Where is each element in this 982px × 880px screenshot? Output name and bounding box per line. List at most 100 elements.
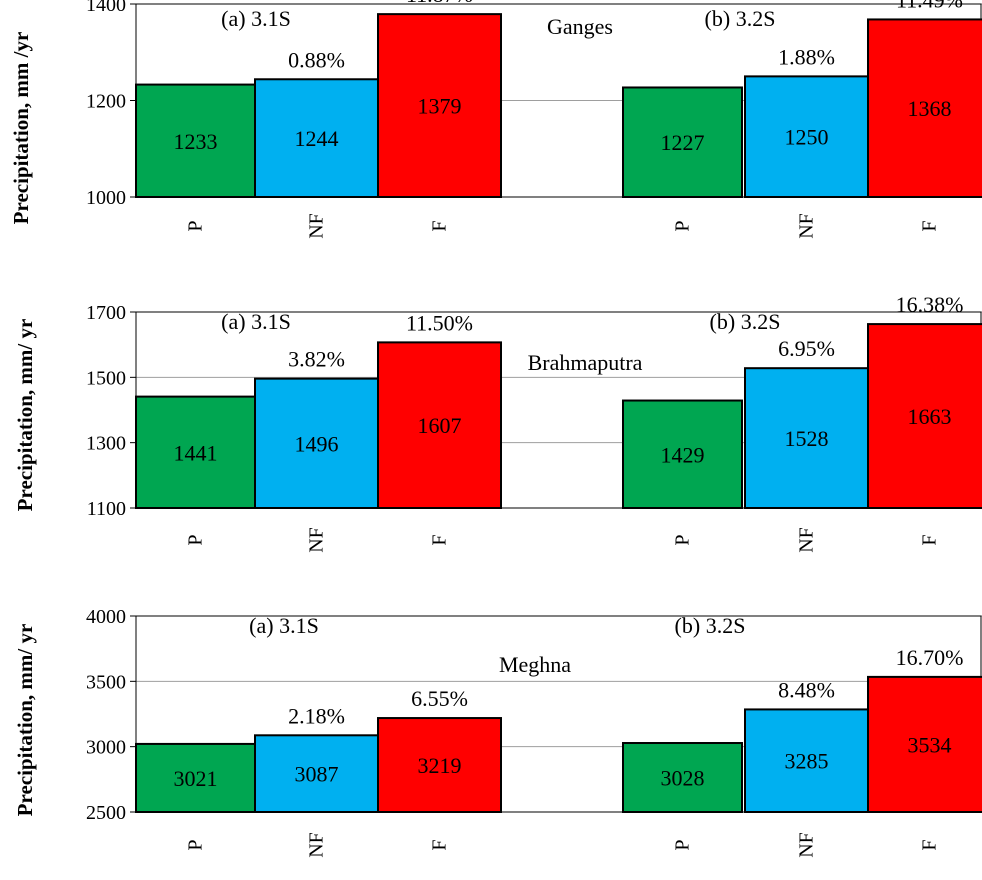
bar-value-label: 1607 xyxy=(418,413,462,438)
bar-group-b: (b) 3.2S 1227 P 1250 1.88% NF 1368 11.49% F xyxy=(622,0,982,239)
bar-value-label: 1528 xyxy=(785,426,829,451)
bar-f xyxy=(377,717,502,813)
bar-p xyxy=(622,742,743,813)
change-label: 6.95% xyxy=(778,336,835,361)
bar-f xyxy=(377,341,502,509)
bar-value-label: 1429 xyxy=(661,442,705,467)
bar-value-label: 1227 xyxy=(661,130,705,155)
group-label: (a) 3.1S xyxy=(221,6,291,31)
y-tick-label: 3500 xyxy=(86,671,126,693)
y-tick-label: 1300 xyxy=(86,433,126,455)
group-label: (a) 3.1S xyxy=(249,613,319,638)
category-label: NF xyxy=(796,832,818,858)
change-label: 16.38% xyxy=(896,292,964,317)
category-label: P xyxy=(672,839,694,850)
bar-f xyxy=(867,323,982,509)
bar-nf xyxy=(744,367,869,510)
bar-group-b: (b) 3.2S 3028 P 3285 8.48% NF 3534 16.70% F xyxy=(622,613,982,858)
category-label: F xyxy=(429,220,451,231)
bar-value-label: 1663 xyxy=(908,404,952,429)
category-label: P xyxy=(672,534,694,545)
bar-nf xyxy=(744,75,869,198)
bar-value-label: 1379 xyxy=(418,94,462,119)
bar-f xyxy=(867,18,982,198)
bar-value-label: 1496 xyxy=(295,431,339,456)
bar-value-label: 1441 xyxy=(174,440,218,465)
bar-f xyxy=(867,675,982,814)
bar-value-label: 3219 xyxy=(418,753,462,778)
bar-f xyxy=(377,13,502,198)
bar-p xyxy=(622,399,743,510)
y-tick-label: 1400 xyxy=(86,0,126,16)
bar-value-label: 3285 xyxy=(785,749,829,774)
bar-value-label: 1250 xyxy=(785,125,829,150)
chart-panel-ganges: 1000 1200 1400 Precipitation, mm /yr Ganges (… xyxy=(9,0,982,239)
bar-group-b: (b) 3.2S 1429 P 1528 6.95% NF 1663 16.38% F xyxy=(622,292,982,553)
category-label: F xyxy=(429,839,451,850)
y-tick-label: 1500 xyxy=(86,367,126,389)
category-label: NF xyxy=(306,832,328,858)
change-label: 3.82% xyxy=(288,347,345,372)
basin-label: Brahmaputra xyxy=(528,350,643,375)
bar-nf xyxy=(254,734,379,813)
chart-panel-brahmaputra: 1100 1300 1500 1700 Precipitation, mm/ yr Bra… xyxy=(13,292,982,553)
y-axis-label: Precipitation, mm/ yr xyxy=(13,624,37,817)
bar-group-a: (a) 3.1S 1233 P 1244 0.88% NF 1379 11.87% F xyxy=(135,0,502,239)
bar-value-label: 3028 xyxy=(661,766,705,791)
group-label: (b) 3.2S xyxy=(710,309,781,334)
bar-nf xyxy=(254,377,379,510)
change-label: 8.48% xyxy=(778,677,835,702)
bar-value-label: 1368 xyxy=(908,96,952,121)
category-label: P xyxy=(185,534,207,545)
bar-group-a: (a) 3.1S 3021 P 3087 2.18% NF 3219 6.55% F xyxy=(135,613,502,858)
group-label: (b) 3.2S xyxy=(705,6,776,31)
y-tick-label: 3000 xyxy=(86,737,126,759)
category-label: NF xyxy=(306,527,328,553)
change-label: 11.49% xyxy=(896,0,963,12)
change-label: 11.87% xyxy=(406,0,473,7)
basin-label: Meghna xyxy=(499,652,571,677)
change-label: 2.18% xyxy=(288,703,345,728)
bar-p xyxy=(622,86,743,198)
category-label: P xyxy=(672,220,694,231)
category-label: P xyxy=(185,220,207,231)
y-axis-label: Precipitation, mm /yr xyxy=(9,32,33,225)
change-label: 1.88% xyxy=(778,44,835,69)
change-label: 6.55% xyxy=(411,686,468,711)
y-tick-label: 1000 xyxy=(86,187,126,209)
category-label: NF xyxy=(796,213,818,239)
y-tick-label: 1700 xyxy=(86,302,126,324)
y-tick-label: 1100 xyxy=(87,498,126,520)
category-label: F xyxy=(429,534,451,545)
y-tick-label: 1200 xyxy=(86,91,126,113)
category-label: F xyxy=(919,839,941,850)
change-label: 11.50% xyxy=(406,310,473,335)
group-label: (a) 3.1S xyxy=(221,309,291,334)
change-label: 16.70% xyxy=(896,645,964,670)
bar-p xyxy=(135,83,256,198)
bar-p xyxy=(135,395,256,509)
y-tick-label: 2500 xyxy=(86,802,126,824)
bar-nf xyxy=(254,78,379,198)
chart-panel-meghna: 2500 3000 3500 4000 Precipitation, mm/ yr Meg… xyxy=(13,606,982,858)
y-tick-label: 4000 xyxy=(86,606,126,628)
category-label: NF xyxy=(306,213,328,239)
category-label: F xyxy=(919,220,941,231)
bar-value-label: 3021 xyxy=(174,766,218,791)
bar-value-label: 1244 xyxy=(295,126,339,151)
group-label: (b) 3.2S xyxy=(675,613,746,638)
bar-p xyxy=(135,742,256,813)
bar-nf xyxy=(744,708,869,814)
category-label: NF xyxy=(796,527,818,553)
bar-group-a: (a) 3.1S 1441 P 1496 3.82% NF 1607 11.50% F xyxy=(135,309,502,553)
category-label: P xyxy=(185,839,207,850)
basin-label: Ganges xyxy=(547,14,613,39)
y-axis-label: Precipitation, mm/ yr xyxy=(13,319,37,512)
bar-value-label: 3087 xyxy=(295,762,339,787)
bar-value-label: 3534 xyxy=(908,732,952,757)
bar-value-label: 1233 xyxy=(174,129,218,154)
category-label: F xyxy=(919,534,941,545)
change-label: 0.88% xyxy=(288,47,345,72)
